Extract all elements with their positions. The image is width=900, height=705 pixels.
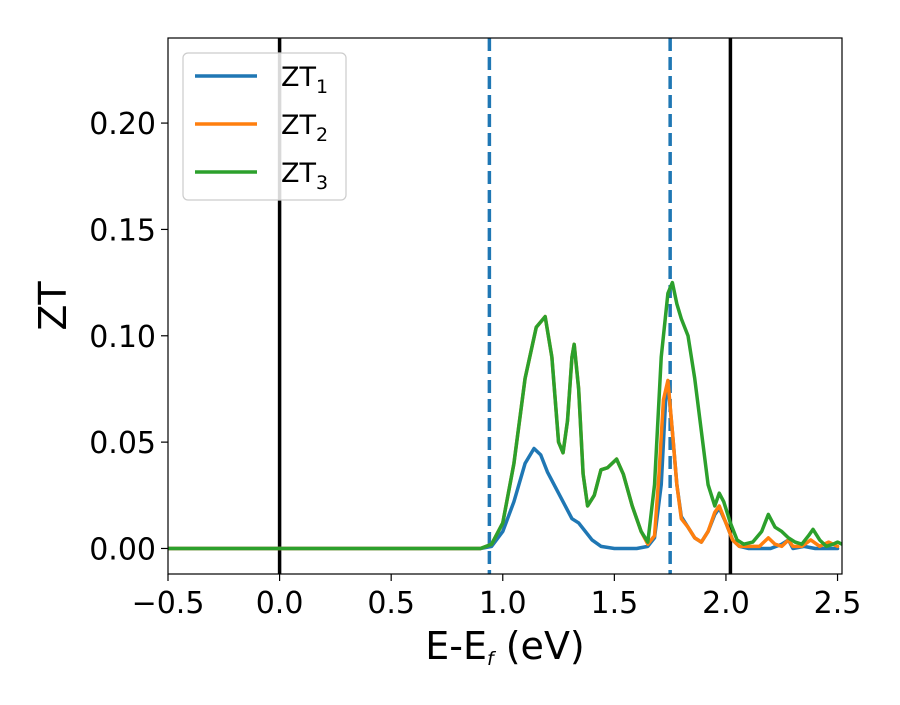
x-tick-label: −0.5: [132, 586, 205, 621]
legend-box: [182, 52, 347, 201]
x-tick-label: 0.0: [256, 586, 304, 621]
x-tick-label: 1.0: [479, 586, 527, 621]
y-axis-title: ZT: [31, 281, 75, 331]
x-axis-title: E-Ef (eV): [425, 624, 585, 670]
x-tick-label: 0.5: [367, 586, 415, 621]
legend-label-zt2: ZT2: [281, 110, 328, 146]
x-axis-title-sub: f: [487, 648, 497, 670]
plot-frame: [167, 37, 843, 575]
legend: ZT1 ZT2 ZT3: [182, 52, 347, 201]
series-lines: [168, 280, 842, 551]
y-tick-label: 0.00: [89, 532, 156, 567]
x-axis-title-unit: (eV): [494, 624, 585, 668]
y-tick-label: 0.05: [89, 426, 156, 461]
series-line-zt1: [168, 380, 840, 551]
x-axis-ticks: −0.5 0.0 0.5 1.0 1.5 2.0 2.5: [132, 574, 862, 621]
y-tick-label: 0.20: [89, 107, 156, 142]
y-axis-ticks: 0.00 0.05 0.10 0.15 0.20: [89, 107, 168, 567]
series-line-zt3: [168, 280, 842, 551]
x-tick-label: 1.5: [590, 586, 638, 621]
legend-label-zt3: ZT3: [281, 158, 328, 194]
y-tick-label: 0.10: [89, 320, 156, 355]
x-tick-label: 2.0: [702, 586, 750, 621]
legend-label-zt1: ZT1: [281, 62, 328, 98]
y-tick-label: 0.15: [89, 213, 156, 248]
reference-lines: [277, 38, 733, 574]
x-axis-title-main: E-E: [425, 624, 487, 668]
x-tick-label: 2.5: [814, 586, 862, 621]
